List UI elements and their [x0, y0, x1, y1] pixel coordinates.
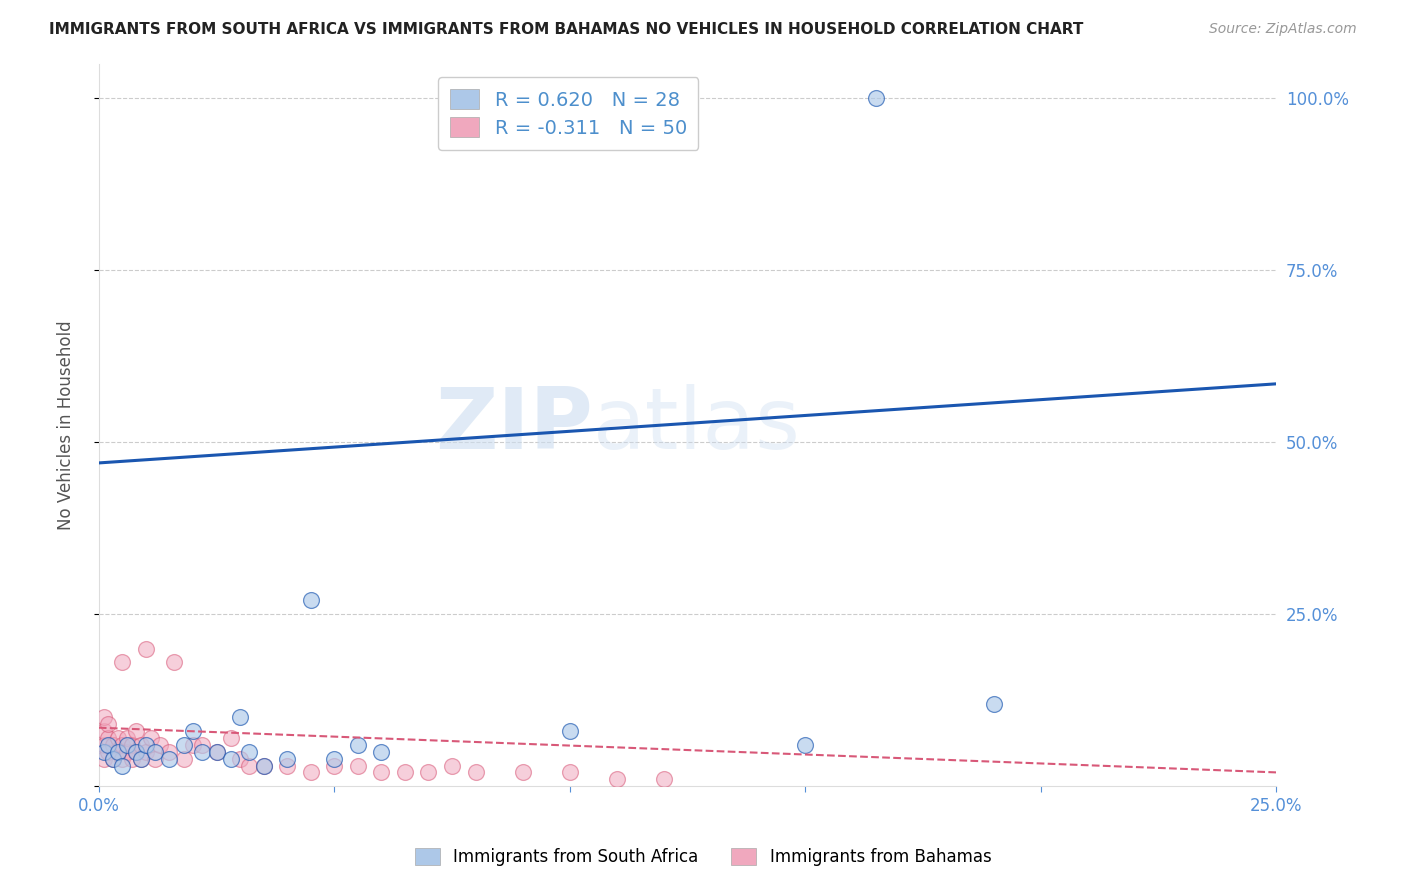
Point: [181, 724, 204, 739]
Point: [101, 751, 124, 765]
Point: [115, 745, 138, 759]
Point: [135, 738, 157, 752]
Point: [252, 758, 274, 772]
Legend: Immigrants from South Africa, Immigrants from Bahamas: Immigrants from South Africa, Immigrants…: [408, 841, 998, 873]
Point: [276, 758, 298, 772]
Text: Source: ZipAtlas.com: Source: ZipAtlas.com: [1209, 22, 1357, 37]
Point: [173, 751, 195, 765]
Point: [219, 731, 242, 745]
Point: [219, 751, 242, 765]
Point: [346, 758, 368, 772]
Point: [93, 745, 115, 759]
Point: [346, 738, 368, 752]
Point: [139, 731, 162, 745]
Point: [111, 738, 134, 752]
Point: [865, 91, 887, 105]
Point: [111, 656, 134, 670]
Point: [163, 656, 186, 670]
Point: [181, 738, 204, 752]
Point: [107, 745, 129, 759]
Point: [205, 745, 228, 759]
Point: [125, 745, 148, 759]
Point: [107, 731, 129, 745]
Point: [394, 765, 416, 780]
Legend: R = 0.620   N = 28, R = -0.311   N = 50: R = 0.620 N = 28, R = -0.311 N = 50: [439, 78, 699, 150]
Point: [418, 765, 440, 780]
Point: [115, 731, 138, 745]
Point: [93, 751, 115, 765]
Point: [652, 772, 675, 787]
Point: [115, 738, 138, 752]
Point: [111, 758, 134, 772]
Point: [983, 697, 1005, 711]
Text: atlas: atlas: [593, 384, 801, 467]
Point: [121, 751, 143, 765]
Point: [101, 751, 124, 765]
Point: [276, 751, 298, 765]
Point: [323, 758, 346, 772]
Point: [512, 765, 534, 780]
Point: [794, 738, 817, 752]
Point: [229, 751, 252, 765]
Point: [97, 738, 120, 752]
Y-axis label: No Vehicles in Household: No Vehicles in Household: [58, 320, 75, 530]
Point: [121, 738, 143, 752]
Point: [229, 710, 252, 724]
Point: [558, 765, 581, 780]
Point: [252, 758, 274, 772]
Point: [558, 724, 581, 739]
Point: [149, 738, 172, 752]
Point: [97, 717, 120, 731]
Point: [125, 745, 148, 759]
Point: [238, 758, 260, 772]
Point: [440, 758, 463, 772]
Point: [111, 751, 134, 765]
Point: [159, 751, 181, 765]
Point: [93, 738, 115, 752]
Point: [143, 745, 166, 759]
Point: [191, 745, 214, 759]
Point: [135, 745, 157, 759]
Point: [97, 731, 120, 745]
Point: [129, 738, 152, 752]
Point: [135, 641, 157, 656]
Point: [370, 765, 392, 780]
Point: [159, 745, 181, 759]
Point: [125, 724, 148, 739]
Point: [370, 745, 392, 759]
Point: [129, 751, 152, 765]
Point: [205, 745, 228, 759]
Point: [107, 745, 129, 759]
Point: [238, 745, 260, 759]
Point: [101, 738, 124, 752]
Point: [93, 724, 115, 739]
Point: [173, 738, 195, 752]
Text: IMMIGRANTS FROM SOUTH AFRICA VS IMMIGRANTS FROM BAHAMAS NO VEHICLES IN HOUSEHOLD: IMMIGRANTS FROM SOUTH AFRICA VS IMMIGRAN…: [49, 22, 1084, 37]
Point: [299, 593, 322, 607]
Text: ZIP: ZIP: [436, 384, 593, 467]
Point: [143, 751, 166, 765]
Point: [97, 745, 120, 759]
Point: [299, 765, 322, 780]
Point: [323, 751, 346, 765]
Point: [606, 772, 628, 787]
Point: [129, 751, 152, 765]
Point: [93, 710, 115, 724]
Point: [191, 738, 214, 752]
Point: [464, 765, 486, 780]
